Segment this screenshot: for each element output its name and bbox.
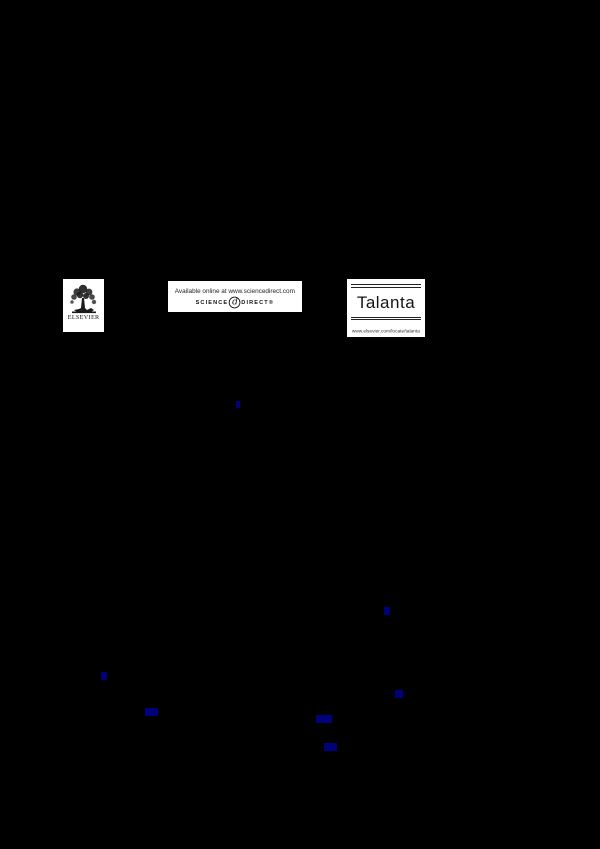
masthead-bottom-rule xyxy=(350,316,422,320)
elsevier-wordmark: ELSEVIER xyxy=(67,314,100,321)
science-text: SCIENCE xyxy=(195,298,229,306)
citation-link-mark[interactable] xyxy=(145,708,158,716)
direct-text: DIRECT® xyxy=(241,298,275,306)
elsevier-tree-icon xyxy=(69,284,96,314)
available-online-text: Available online at www.sciencedirect.co… xyxy=(174,287,296,295)
talanta-masthead: Talanta www.elsevier.com/locate/talanta xyxy=(347,279,425,337)
citation-link-mark[interactable] xyxy=(316,715,332,723)
citation-link-mark[interactable] xyxy=(324,743,337,751)
masthead-top-rule xyxy=(350,284,422,288)
author-note-link-mark[interactable] xyxy=(236,401,240,408)
elsevier-logo-box: ELSEVIER xyxy=(63,279,104,332)
sciencedirect-banner: Available online at www.sciencedirect.co… xyxy=(168,281,302,312)
sciencedirect-d-icon: d xyxy=(229,296,241,308)
sciencedirect-wordmark: SCIENCE d DIRECT® xyxy=(176,296,295,308)
citation-link-mark[interactable] xyxy=(384,607,390,615)
talanta-journal-url: www.elsevier.com/locate/talanta xyxy=(351,328,421,335)
citation-link-mark[interactable] xyxy=(101,672,107,680)
talanta-journal-title: Talanta xyxy=(356,292,416,312)
citation-link-mark[interactable] xyxy=(395,690,403,698)
